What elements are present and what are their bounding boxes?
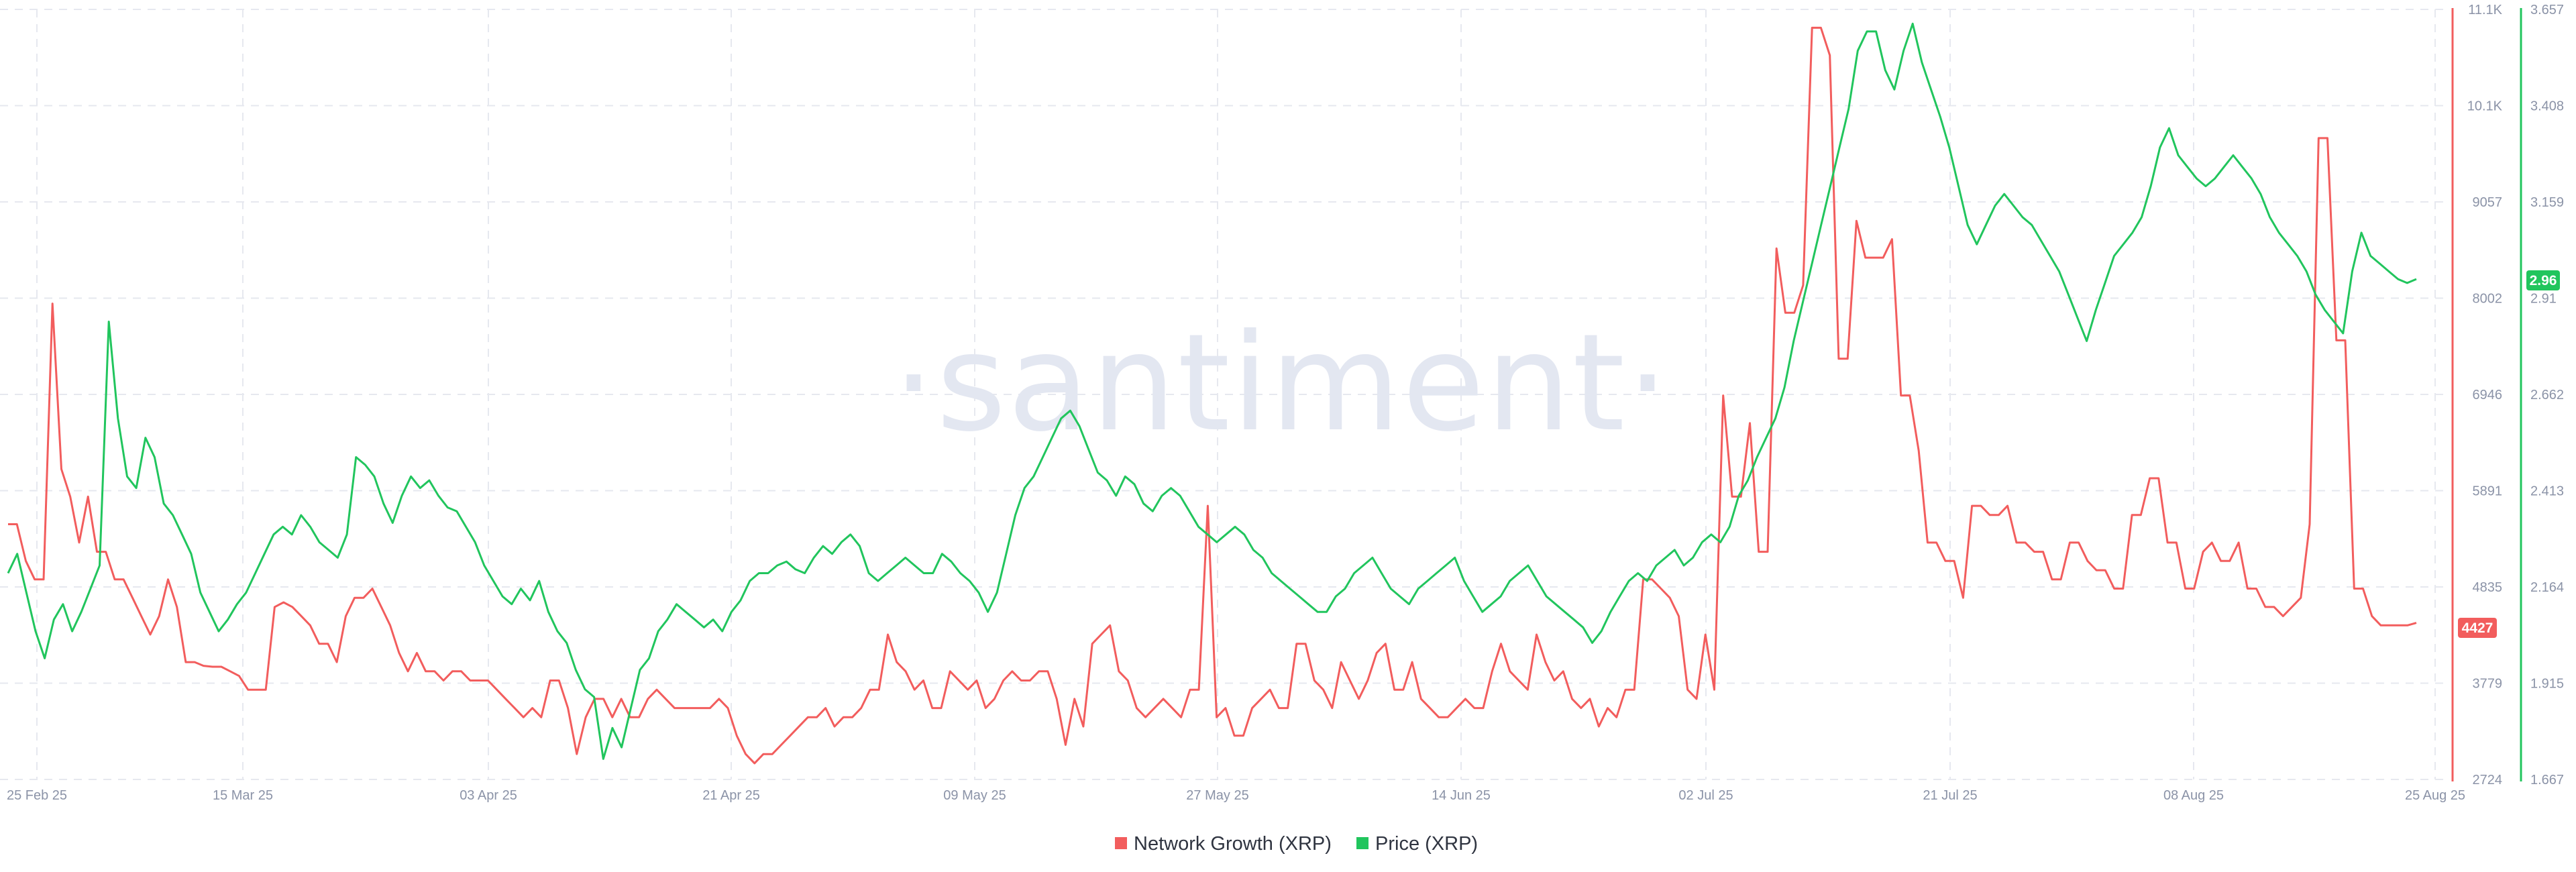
left-axis-tick-label: 3779 xyxy=(2473,677,2503,692)
right-axis-tick-label: 3.408 xyxy=(2530,99,2564,114)
legend-label-price: Price (XRP) xyxy=(1375,833,1478,855)
legend-item-network-growth[interactable]: Network Growth (XRP) xyxy=(1115,833,1332,855)
right-axis-tick-label: 3.657 xyxy=(2530,3,2564,17)
left-axis-tick-label: 8002 xyxy=(2473,292,2503,307)
right-axis-tick-label: 1.667 xyxy=(2530,773,2564,787)
right-axis-tick-label: 1.915 xyxy=(2530,677,2564,692)
x-axis-tick-label: 21 Apr 25 xyxy=(702,788,760,803)
right-axis-tick-label: 2.413 xyxy=(2530,484,2564,499)
watermark: ·santiment· xyxy=(892,305,1670,461)
price-badge-value: 2.96 xyxy=(2530,273,2557,288)
left-axis-ticks: 11.1K 10.1K 9057 8002 6946 5891 4835 3779 2724 xyxy=(2467,3,2503,787)
legend-swatch-network-growth xyxy=(1115,837,1127,849)
left-axis-tick-label: 9057 xyxy=(2473,195,2503,210)
x-axis-tick-label: 15 Mar 25 xyxy=(213,788,273,803)
x-axis-tick-label: 14 Jun 25 xyxy=(1432,788,1491,803)
price-badge: 2.96 xyxy=(2526,270,2560,290)
legend-swatch-price xyxy=(1356,837,1368,849)
left-axis-tick-label: 5891 xyxy=(2473,484,2503,499)
network-growth-badge: 4427 xyxy=(2458,618,2497,638)
legend-item-price[interactable]: Price (XRP) xyxy=(1356,833,1478,855)
x-axis-ticks: 25 Feb 25 15 Mar 25 03 Apr 25 21 Apr 25 09 M… xyxy=(7,788,2465,803)
network-growth-line xyxy=(8,26,2417,765)
x-axis-tick-label: 02 Jul 25 xyxy=(1678,788,1733,803)
x-axis-tick-label: 27 May 25 xyxy=(1186,788,1248,803)
x-axis-tick-label: 21 Jul 25 xyxy=(1923,788,1977,803)
left-axis-tick-label: 2724 xyxy=(2473,773,2503,787)
right-axis-tick-label: 2.91 xyxy=(2530,292,2557,307)
x-axis-tick-label: 09 May 25 xyxy=(943,788,1006,803)
left-axis-tick-label: 11.1K xyxy=(2468,3,2502,17)
x-axis-tick-label: 25 Aug 25 xyxy=(2405,788,2465,803)
legend: Network Growth (XRP) Price (XRP) xyxy=(1115,833,1478,855)
right-axis-tick-label: 2.164 xyxy=(2530,580,2564,595)
x-axis-tick-label: 03 Apr 25 xyxy=(460,788,517,803)
right-axis-tick-label: 2.662 xyxy=(2530,388,2564,402)
legend-label-network-growth: Network Growth (XRP) xyxy=(1134,833,1332,855)
grid xyxy=(0,9,2450,780)
left-axis-tick-label: 10.1K xyxy=(2467,99,2503,114)
price-line xyxy=(7,22,2417,760)
x-axis-tick-label: 08 Aug 25 xyxy=(2163,788,2224,803)
right-axis-tick-label: 3.159 xyxy=(2530,195,2564,210)
right-axis-ticks: 3.657 3.408 3.159 2.91 2.662 2.413 2.164 1.915 1… xyxy=(2530,3,2564,787)
left-axis-tick-label: 4835 xyxy=(2473,580,2503,595)
series-layer xyxy=(7,22,2417,765)
network-growth-badge-value: 4427 xyxy=(2462,620,2493,636)
x-axis-tick-label: 25 Feb 25 xyxy=(7,788,67,803)
left-axis-tick-label: 6946 xyxy=(2473,388,2503,402)
